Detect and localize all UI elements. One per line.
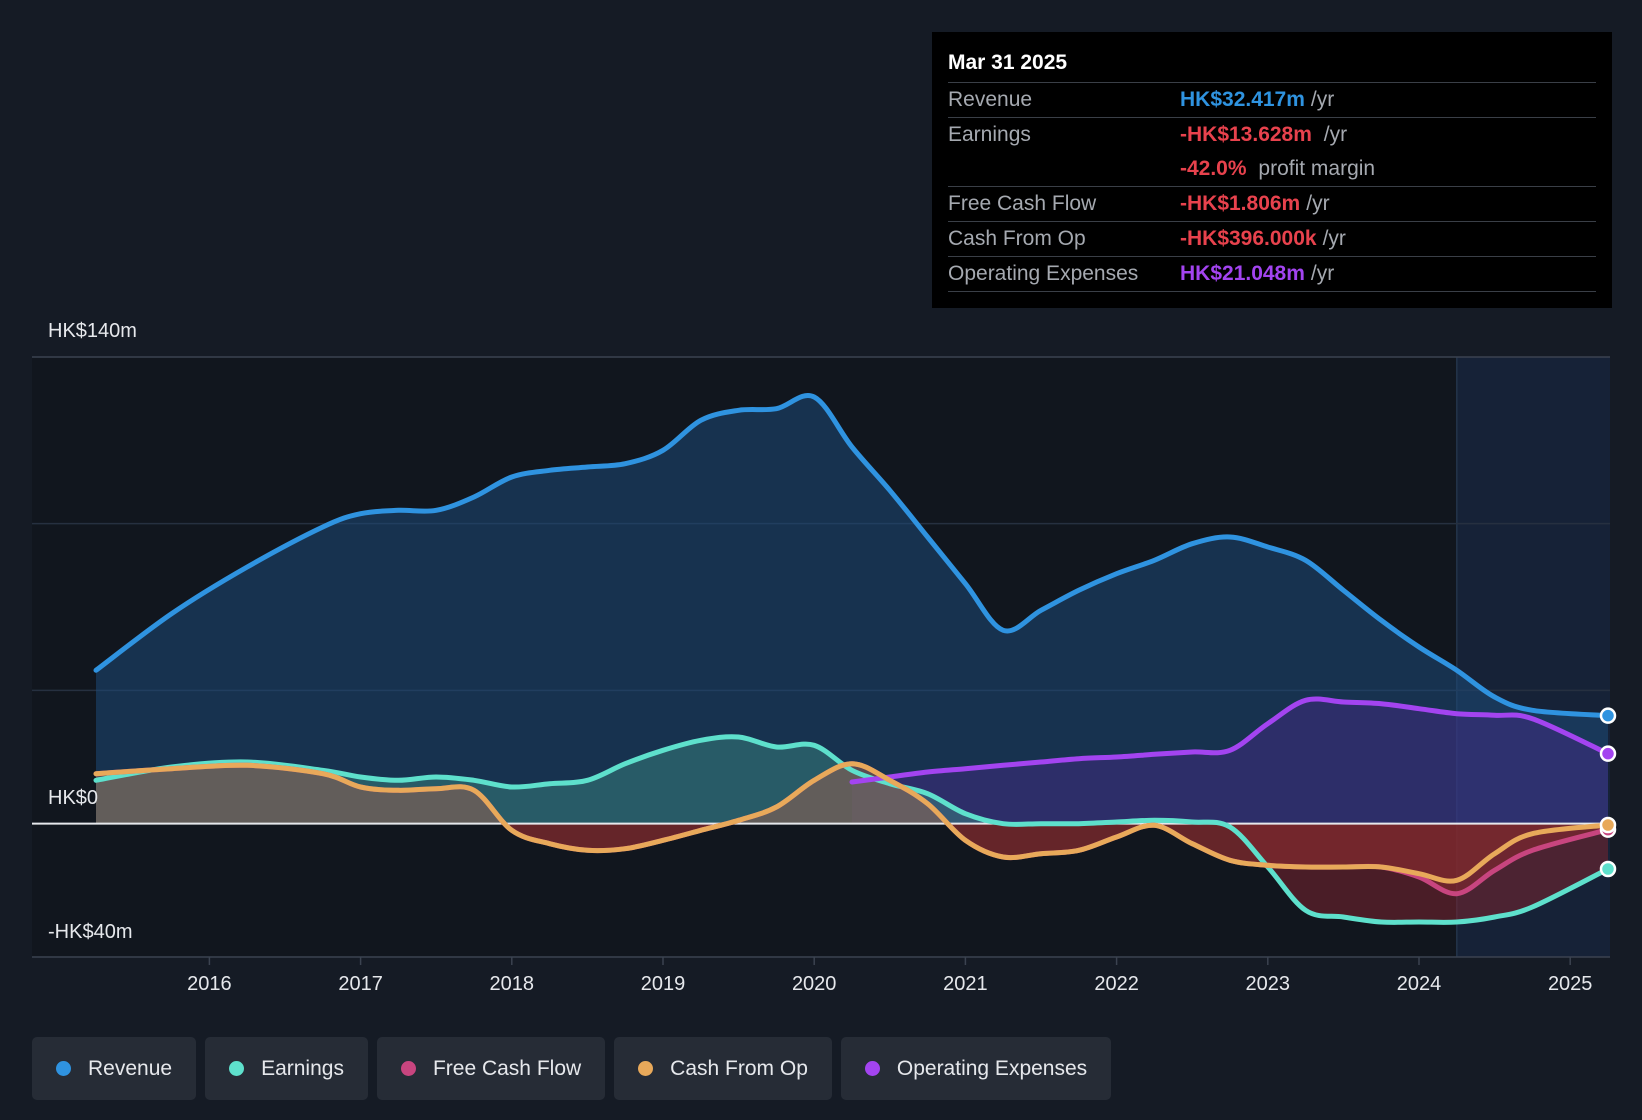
earnings-series-line [93, 734, 1611, 925]
fcf-area-positive [96, 763, 948, 824]
tooltip-margin-unit: profit margin [1258, 157, 1376, 180]
tooltip-value: -HK$13.628m [1180, 123, 1312, 146]
opex-end-point [1599, 745, 1617, 762]
legend-item-free-cash-flow[interactable]: Free Cash Flow [376, 1037, 606, 1100]
x-tick-label: 2021 [943, 973, 988, 995]
tooltip-label: Operating Expenses [948, 262, 1139, 285]
legend-item-earnings[interactable]: Earnings [205, 1037, 368, 1100]
legend-dot-icon [638, 1061, 654, 1076]
revenue-series-line [93, 393, 1611, 719]
x-tick-label: 2018 [490, 973, 535, 995]
x-tick-label: 2024 [1397, 973, 1442, 995]
cfo-end-point [1599, 816, 1617, 834]
tooltip-row-fcf: Free Cash Flow -HK$1.806m /yr [948, 186, 1596, 221]
tooltip-date: Mar 31 2025 [948, 51, 1068, 74]
opex-series-line [849, 696, 1611, 785]
tooltip-row-earnings: Earnings -HK$13.628m /yr -42.0% profit m… [948, 117, 1596, 186]
tooltip-unit: /yr [1322, 227, 1346, 250]
x-tick-label: 2019 [641, 973, 686, 995]
chart-legend: Revenue Earnings Free Cash Flow Cash Fro… [32, 1037, 1112, 1100]
legend-item-revenue[interactable]: Revenue [32, 1037, 197, 1100]
legend-item-cash-from-op[interactable]: Cash From Op [614, 1037, 832, 1100]
cfo-series-line [93, 761, 1611, 884]
legend-label: Free Cash Flow [432, 1056, 582, 1080]
tooltip-divider [948, 291, 1596, 293]
legend-label: Earnings [261, 1056, 344, 1080]
tooltip-label: Revenue [948, 88, 1033, 111]
legend-item-operating-expenses[interactable]: Operating Expenses [840, 1037, 1112, 1100]
tooltip-label: Cash From Op [948, 227, 1086, 250]
tooltip-label: Free Cash Flow [948, 192, 1097, 215]
tooltip-row-cfo: Cash From Op -HK$396.000k /yr [948, 221, 1596, 256]
y-axis-label-top: HK$140m [48, 320, 137, 342]
x-tick-label: 2016 [187, 973, 232, 995]
legend-label: Operating Expenses [896, 1056, 1088, 1080]
legend-dot-icon [400, 1061, 416, 1076]
data-tooltip: Mar 31 2025 Revenue HK$32.417m /yr Earni… [932, 32, 1612, 308]
x-tick-label: 2025 [1548, 973, 1593, 995]
revenue-end-point [1599, 707, 1617, 724]
x-tick-label: 2023 [1246, 973, 1291, 995]
opex-area-positive [852, 698, 1608, 824]
x-tick-label: 2022 [1094, 973, 1139, 995]
fcf-area-negative [96, 823, 1608, 894]
tooltip-row-revenue: Revenue HK$32.417m /yr [948, 82, 1596, 117]
x-tick-label: 2020 [792, 973, 837, 995]
legend-label: Cash From Op [670, 1056, 808, 1080]
tooltip-unit: /yr [1323, 123, 1348, 146]
cfo-area-positive [96, 763, 948, 824]
tooltip-margin-value: -42.0% [1180, 157, 1247, 180]
legend-dot-icon [864, 1061, 880, 1076]
y-axis-label-zero: HK$0 [48, 787, 99, 809]
y-axis-label-bottom: -HK$40m [48, 921, 133, 943]
tooltip-unit: /yr [1310, 88, 1335, 111]
legend-label: Revenue [88, 1056, 173, 1080]
tooltip-unit: /yr [1306, 192, 1330, 215]
tooltip-value: HK$32.417m [1180, 88, 1305, 111]
legend-dot-icon [56, 1061, 71, 1076]
tooltip-row-opex: Operating Expenses HK$21.048m /yr [948, 256, 1596, 291]
tooltip-label: Earnings [948, 123, 1031, 146]
legend-dot-icon [229, 1061, 245, 1076]
x-tick-label: 2017 [338, 973, 383, 995]
tooltip-value: -HK$1.806m [1180, 192, 1301, 215]
tooltip-unit: /yr [1310, 262, 1335, 285]
tooltip-value: HK$21.048m [1180, 262, 1305, 285]
tooltip-value: -HK$396.000k [1180, 227, 1317, 250]
earnings-end-point [1599, 860, 1617, 878]
revenue-area-positive [96, 395, 1608, 824]
